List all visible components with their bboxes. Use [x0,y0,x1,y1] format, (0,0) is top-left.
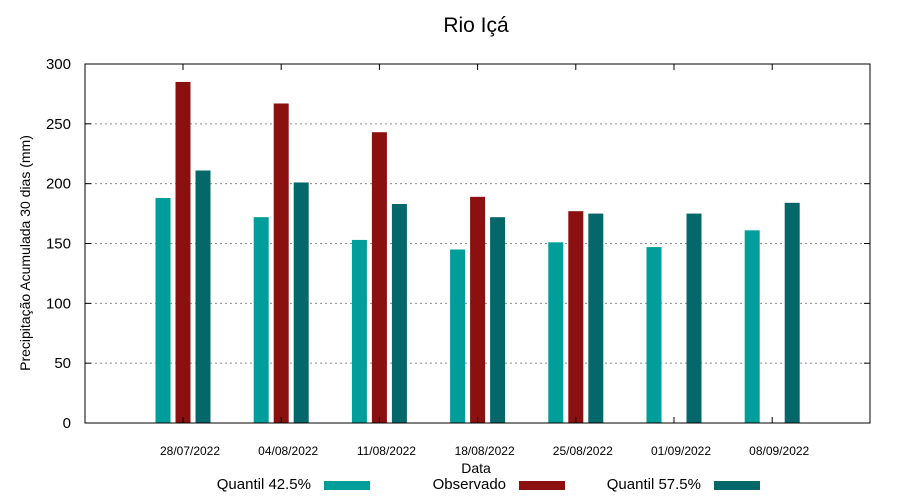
y-tick-label: 50 [54,355,71,372]
legend-label: Observado [433,476,506,493]
bar [155,198,171,423]
y-tick-label: 300 [46,56,71,73]
bar [470,196,486,423]
x-tick-label: 04/08/2022 [258,444,318,458]
bar [450,249,466,423]
legend-swatch [324,481,370,490]
legend-swatch [519,481,565,490]
y-tick-label: 200 [46,176,71,193]
gridlines [85,123,870,364]
bar [588,213,604,423]
x-axis-label: Data [461,460,491,476]
chart-title: Rio Içá [443,14,509,37]
bar [371,132,387,423]
y-tick-label: 250 [46,116,71,133]
x-tick-label: 25/08/2022 [553,444,613,458]
bar [175,81,191,423]
bar [351,239,367,423]
x-tick-label: 08/09/2022 [749,444,809,458]
bar [391,204,407,423]
bar [253,217,269,423]
y-axis-label: Precipitação Acumulada 30 dias (mm) [17,135,33,371]
x-tick-label: 28/07/2022 [160,444,220,458]
bar [568,211,584,423]
legend-label: Quantil 57.5% [607,476,701,493]
x-tick-label: 18/08/2022 [455,444,515,458]
x-tick-label: 01/09/2022 [651,444,711,458]
legend-swatch [714,481,760,490]
x-axis: 28/07/2022 04/08/2022 11/08/2022 18/08/2022… [160,64,810,458]
bar [646,247,662,423]
y-axis: 0 50 100 150 200 250 300 [46,56,870,432]
bars [155,81,800,424]
bar [273,103,289,424]
bar [744,230,760,423]
legend-label: Quantil 42.5% [217,476,311,493]
bar [490,217,506,423]
bar [686,213,702,423]
x-tick-label: 11/08/2022 [357,444,416,458]
legend: Quantil 42.5% Observado Quantil 57.5% [217,476,760,493]
bar [293,182,309,423]
bar [548,242,564,423]
y-tick-label: 100 [46,295,71,312]
bar [784,202,800,423]
y-tick-label: 150 [46,236,71,253]
bar [195,170,211,423]
y-tick-label: 0 [63,415,71,432]
